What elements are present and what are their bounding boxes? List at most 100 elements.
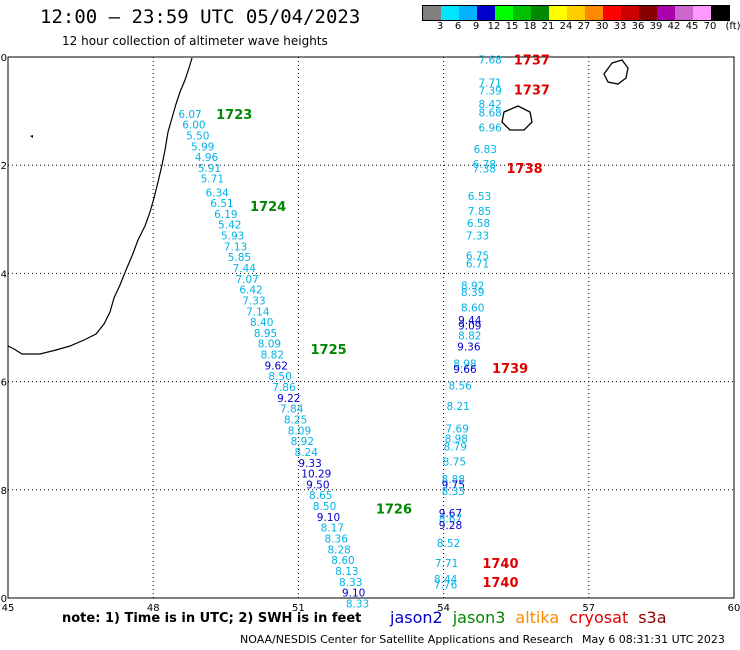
legend-label: 33: [613, 21, 627, 32]
swh-value: 9.10: [342, 588, 365, 600]
swh-value: 9.10: [317, 512, 340, 524]
rev-number-label: 1738: [507, 162, 543, 177]
rev-number-label: 1740: [482, 557, 518, 572]
swh-value: 6.58: [467, 218, 490, 230]
lat-tick-label: -24: [0, 269, 7, 280]
swh-value: 8.68: [478, 108, 501, 120]
swh-value: 6.07: [178, 109, 201, 121]
swh-value: 8.21: [447, 401, 470, 413]
revolution-labels: 1723 1724 1725 1726 1737 1737 1738 1739 1740 1740: [216, 54, 550, 591]
swh-value: 8.40: [250, 317, 273, 329]
swh-value: 8.88: [442, 474, 465, 486]
swh-value: 7.76: [434, 579, 458, 591]
swh-value: 9.62: [265, 360, 288, 372]
rev-number-label: 1740: [482, 576, 518, 591]
swh-value: 8.60: [331, 555, 354, 567]
legend-label: 70: [703, 21, 717, 32]
swh-value: 10.29: [301, 469, 331, 481]
legend-swatch: [423, 6, 441, 20]
legend-swatch: [657, 6, 675, 20]
map-subtitle: 12 hour collection of altimeter wave hei…: [62, 34, 328, 48]
swh-value: 6.75: [466, 251, 489, 263]
satellite-legend-jason3: jason3: [452, 608, 506, 627]
swh-value: 8.42: [478, 99, 501, 111]
swh-value: 8.60: [461, 302, 484, 314]
swh-value: 8.82: [458, 331, 481, 343]
swh-value: 7.68: [478, 55, 501, 67]
legend-swatch: [585, 6, 603, 20]
lon-tick-label: 45: [2, 603, 15, 614]
swh-value: 8.17: [321, 523, 344, 535]
legend-swatch: [495, 6, 513, 20]
swh-value: 8.98: [445, 433, 468, 445]
swh-value: 7.86: [272, 382, 296, 394]
swh-value: 6.19: [214, 209, 237, 221]
legend-swatch: [459, 6, 477, 20]
swh-value: 7.14: [246, 306, 270, 318]
legend-label: 15: [505, 21, 519, 32]
swh-value: 9.09: [458, 320, 481, 332]
swh-value: 5.50: [186, 130, 209, 142]
legend-label: 21: [541, 21, 555, 32]
legend-swatch: [693, 6, 711, 20]
lon-tick-label: 48: [147, 603, 160, 614]
swh-value: 5.93: [221, 231, 244, 243]
swh-value: 6.00: [182, 120, 205, 132]
legend-swatch: [513, 6, 531, 20]
rev-number-label: 1737: [514, 83, 550, 98]
swh-value: 7.71: [478, 77, 501, 89]
swh-value: 5.42: [218, 220, 241, 232]
swh-value: 6.83: [474, 144, 497, 156]
swh-value: 8.39: [461, 287, 484, 299]
swh-value: 8.56: [448, 380, 472, 392]
legend-label: (ft): [725, 21, 740, 32]
swh-value: 8.92: [291, 436, 314, 448]
swh-value: 7.39: [478, 86, 501, 98]
legend-label: 36: [631, 21, 645, 32]
mauritius-island: [603, 59, 629, 85]
rev-number-label: 1726: [376, 503, 412, 518]
swh-value: 5.99: [191, 141, 214, 153]
swh-value: 8.24: [295, 447, 319, 459]
lon-tick-label: 57: [582, 603, 595, 614]
axis-ticks: 45 48 51 54 57 60 -20 -22 -24 -26 -28 -30: [0, 53, 740, 614]
swh-value: 9.50: [306, 479, 329, 491]
satellite-legend-s3a: s3a: [638, 608, 667, 627]
swh-value: 8.65: [309, 490, 332, 502]
swh-value: 5.91: [198, 163, 221, 175]
legend-label: 6: [454, 21, 462, 32]
generation-timestamp: May 6 08:31:31 UTC 2023: [582, 633, 725, 646]
swh-value: 7.71: [435, 558, 458, 570]
madagascar-coastline: [7, 57, 193, 355]
legend-swatch: [603, 6, 621, 20]
swh-value: 6.53: [468, 191, 491, 203]
swh-value: 6.34: [205, 187, 229, 199]
legend-swatch: [477, 6, 495, 20]
swh-value: 7.33: [466, 231, 489, 243]
swh-value: 7.44: [233, 263, 257, 275]
swh-value: 5.71: [201, 174, 224, 186]
small-island: [30, 135, 33, 138]
swh-value: 8.09: [288, 425, 311, 437]
swh-value: 4.96: [195, 152, 219, 164]
lat-tick-label: -20: [0, 53, 7, 64]
rev-number-label: 1723: [216, 108, 252, 123]
coastline: [7, 57, 629, 355]
swh-value: 8.33: [442, 486, 465, 498]
lon-tick-label: 51: [292, 603, 305, 614]
swh-value: 9.44: [458, 315, 482, 327]
swh-value: 9.67: [439, 508, 462, 520]
swh-value: 8.82: [261, 350, 284, 362]
lat-tick-label: -26: [0, 378, 7, 389]
swh-value: 8.13: [335, 566, 358, 578]
reunion-island: [501, 105, 533, 131]
swh-value: 8.67: [439, 513, 462, 525]
swh-value: 8.95: [254, 328, 277, 340]
swh-value: 6.71: [466, 259, 489, 271]
legend-swatch: [531, 6, 549, 20]
legend-swatch: [549, 6, 567, 20]
swh-value: 6.78: [473, 159, 496, 171]
lat-tick-label: -30: [0, 594, 7, 605]
swh-value: 9.36: [457, 341, 481, 353]
